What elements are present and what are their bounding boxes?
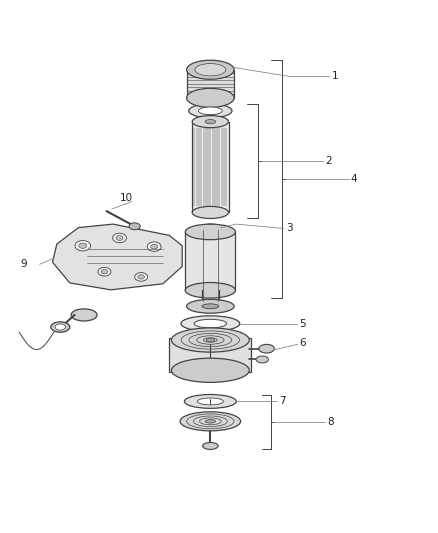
Ellipse shape	[184, 394, 236, 408]
Ellipse shape	[129, 223, 140, 230]
Ellipse shape	[171, 358, 249, 382]
Ellipse shape	[116, 236, 123, 240]
Text: 3: 3	[286, 223, 293, 233]
Text: 7: 7	[279, 397, 286, 407]
Text: 8: 8	[327, 417, 334, 427]
Ellipse shape	[138, 274, 145, 279]
Ellipse shape	[101, 270, 108, 274]
Ellipse shape	[259, 344, 274, 353]
FancyBboxPatch shape	[169, 338, 251, 373]
Ellipse shape	[201, 224, 220, 231]
Polygon shape	[53, 224, 182, 290]
Ellipse shape	[194, 319, 226, 328]
Ellipse shape	[151, 244, 158, 249]
Ellipse shape	[79, 243, 87, 248]
Ellipse shape	[185, 282, 236, 298]
Ellipse shape	[187, 300, 234, 313]
Ellipse shape	[187, 60, 234, 79]
FancyBboxPatch shape	[192, 122, 229, 213]
Ellipse shape	[189, 104, 232, 118]
Ellipse shape	[187, 88, 234, 107]
Ellipse shape	[205, 119, 215, 124]
Ellipse shape	[202, 304, 219, 309]
Ellipse shape	[180, 412, 240, 431]
Ellipse shape	[55, 324, 66, 330]
Text: 1: 1	[332, 71, 338, 81]
Text: 4: 4	[351, 174, 357, 184]
Ellipse shape	[134, 272, 148, 281]
Ellipse shape	[198, 398, 223, 405]
FancyBboxPatch shape	[185, 232, 236, 290]
Text: 2: 2	[325, 156, 332, 166]
Ellipse shape	[185, 224, 236, 240]
Ellipse shape	[205, 419, 215, 423]
Ellipse shape	[192, 116, 229, 128]
Text: 5: 5	[299, 319, 306, 328]
Ellipse shape	[256, 356, 268, 363]
Ellipse shape	[206, 338, 215, 342]
Ellipse shape	[195, 63, 226, 76]
Text: 10: 10	[120, 193, 133, 203]
Text: 6: 6	[299, 338, 306, 348]
Ellipse shape	[71, 309, 97, 321]
Ellipse shape	[51, 322, 70, 332]
Ellipse shape	[202, 442, 218, 449]
Ellipse shape	[98, 268, 111, 276]
Ellipse shape	[192, 206, 229, 219]
Text: 9: 9	[20, 260, 27, 269]
Ellipse shape	[147, 242, 161, 252]
Ellipse shape	[181, 316, 240, 332]
Ellipse shape	[113, 233, 127, 243]
Ellipse shape	[171, 328, 249, 352]
FancyBboxPatch shape	[187, 70, 234, 98]
Ellipse shape	[75, 240, 91, 251]
Ellipse shape	[198, 107, 222, 115]
